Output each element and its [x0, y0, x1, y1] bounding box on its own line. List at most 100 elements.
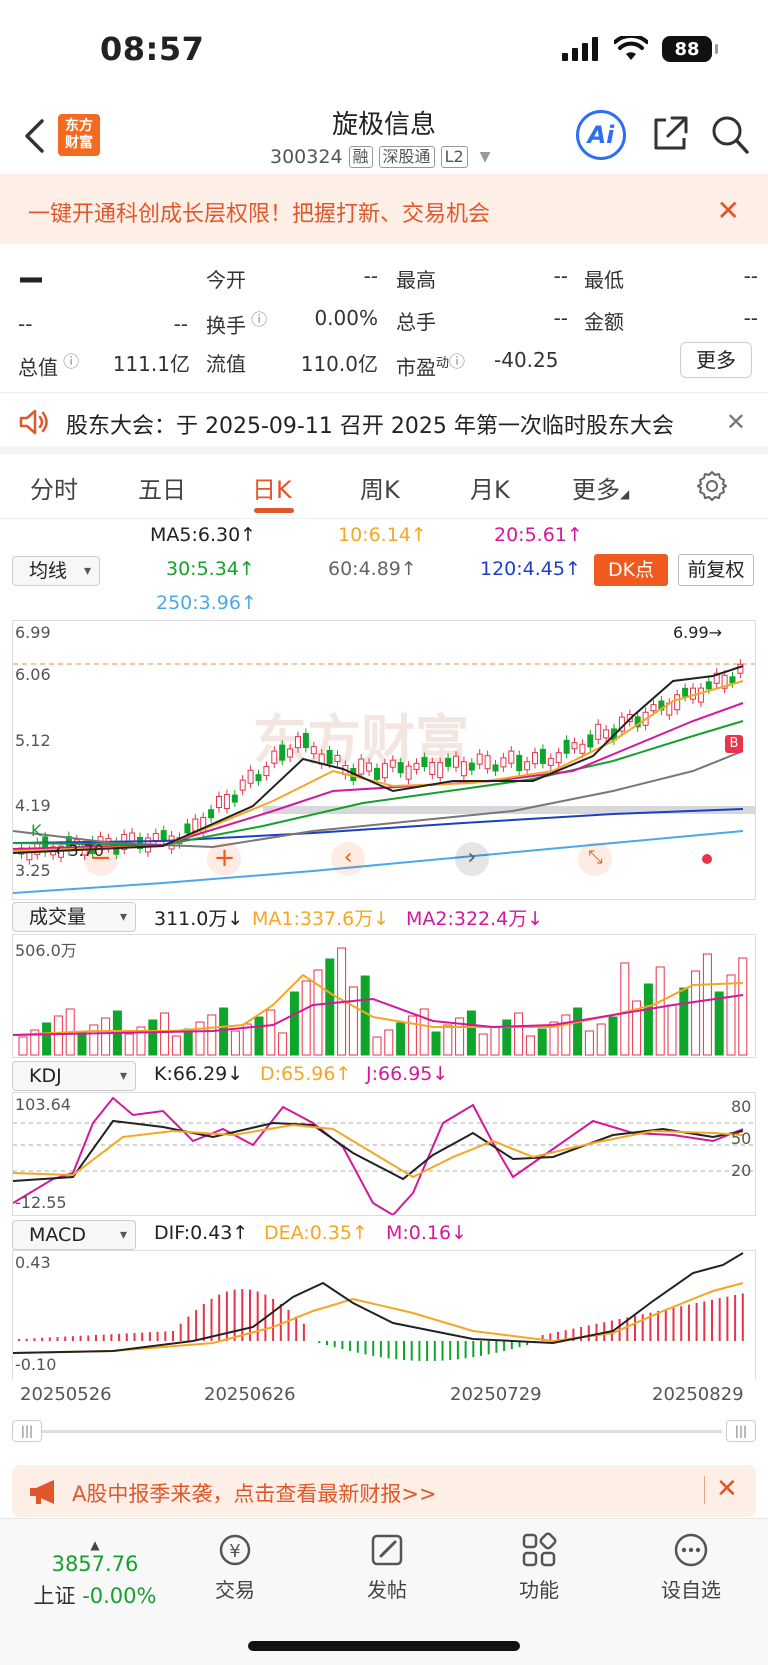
- volume-bar: [561, 1014, 571, 1056]
- macd-y-bottom: -0.10: [15, 1355, 57, 1374]
- volume-bar: [219, 1007, 229, 1056]
- nav-watchlist[interactable]: 设自选: [636, 1532, 746, 1603]
- volume-bar: [278, 1032, 288, 1056]
- candle: [484, 755, 491, 770]
- candle: [476, 753, 483, 765]
- kdj-level-80: 80: [731, 1097, 752, 1116]
- share-icon[interactable]: [650, 114, 690, 154]
- volume-ma1-line: [12, 973, 744, 1036]
- volume-selector[interactable]: 成交量: [12, 902, 136, 932]
- candle: [658, 700, 665, 711]
- macd-chart[interactable]: 0.43 -0.10: [12, 1250, 756, 1380]
- ai-button[interactable]: Ai: [576, 110, 626, 160]
- tag-level2: L2: [440, 146, 468, 168]
- volume-bar: [537, 1028, 547, 1056]
- stock-name: 旋极信息: [331, 110, 436, 140]
- promo-text[interactable]: 一键开通科创成长层权限！把握打新、交易机会: [28, 202, 491, 227]
- tab-daily-k[interactable]: 日K: [252, 476, 292, 504]
- buy-marker[interactable]: B: [725, 735, 743, 753]
- candle: [310, 746, 317, 755]
- candle: [271, 750, 278, 764]
- ma-selector[interactable]: 均线: [12, 556, 100, 586]
- tab-weekly-k[interactable]: 周K: [360, 476, 400, 504]
- kdj-k-value: K:66.29↓: [154, 1063, 244, 1085]
- dropdown-caret-icon[interactable]: ▼: [479, 149, 491, 165]
- info-icon[interactable]: ⓘ: [246, 310, 268, 329]
- range-scroller[interactable]: ||| |||: [12, 1420, 756, 1442]
- search-icon[interactable]: [710, 114, 750, 156]
- candle: [223, 794, 230, 810]
- volume-bar: [596, 1023, 606, 1056]
- kdj-y-top: 103.64: [15, 1095, 71, 1114]
- candle: [429, 762, 436, 776]
- candle: [421, 757, 428, 768]
- nav-post[interactable]: 发帖: [332, 1532, 442, 1603]
- tab-more[interactable]: 更多◢: [572, 476, 630, 504]
- index-ticker[interactable]: ▲ 3857.76 上证 -0.00%: [20, 1538, 170, 1610]
- earnings-ad-text[interactable]: A股中报季来袭，点击查看最新财报>>: [72, 1482, 437, 1506]
- tab-monthly-k[interactable]: 月K: [470, 476, 510, 504]
- scroll-right-button[interactable]: ›: [454, 842, 489, 876]
- tab-intraday[interactable]: 分时: [30, 476, 78, 504]
- range-handle-left[interactable]: |||: [12, 1420, 42, 1442]
- info-icon[interactable]: ⓘ: [58, 352, 80, 371]
- macd-selector[interactable]: MACD: [12, 1220, 136, 1250]
- candle: [524, 761, 531, 771]
- candle: [516, 755, 523, 772]
- notice-close-icon[interactable]: ✕: [725, 408, 746, 436]
- candle: [587, 734, 594, 748]
- date-label-3: 20250729: [450, 1384, 542, 1405]
- scroll-left-button[interactable]: ‹: [331, 842, 366, 876]
- back-arrow-icon[interactable]: [22, 118, 48, 154]
- volume-bar: [384, 1029, 394, 1056]
- zoom-out-button[interactable]: −: [83, 842, 118, 876]
- volume-bar: [230, 1030, 240, 1056]
- volume-bar: [289, 991, 299, 1056]
- volume-bar: [490, 1026, 500, 1056]
- kline-svg[interactable]: 东方财富: [12, 621, 755, 899]
- earnings-ad-banner[interactable]: [12, 1465, 756, 1517]
- candle: [247, 769, 254, 784]
- fullscreen-button[interactable]: ⤡: [578, 842, 613, 876]
- volume-bar: [702, 953, 712, 1056]
- candle: [389, 759, 396, 768]
- info-icon[interactable]: ⓘ: [449, 352, 466, 371]
- kline-chart[interactable]: 东方财富 6.99 6.06 5.12 4.19 3.25 6.99→ ←3.7…: [12, 620, 756, 900]
- candle: [263, 766, 270, 777]
- volume-bar: [372, 1036, 382, 1056]
- volume-value: --: [553, 306, 568, 330]
- candle: [555, 752, 562, 764]
- volume-bar: [42, 1022, 52, 1056]
- promo-close-icon[interactable]: ✕: [716, 194, 740, 227]
- candle: [397, 762, 404, 774]
- range-handle-right[interactable]: |||: [726, 1420, 756, 1442]
- kdj-chart[interactable]: 103.64 -12.55 80 50 20: [12, 1092, 756, 1217]
- promo-banner[interactable]: [0, 174, 768, 244]
- nav-functions[interactable]: 功能: [484, 1532, 594, 1603]
- volume-label: 总手: [396, 310, 436, 334]
- candle: [697, 687, 704, 703]
- zoom-in-button[interactable]: +: [207, 842, 242, 876]
- macd-dif-value: DIF:0.43↑: [154, 1222, 249, 1244]
- volume-bars: [18, 947, 748, 1056]
- nav-trade[interactable]: ¥ 交易: [180, 1532, 290, 1603]
- notice-bar[interactable]: [0, 392, 768, 454]
- notice-text[interactable]: 股东大会：于 2025-09-11 召开 2025 年第一次临时股东大会: [66, 414, 674, 439]
- dk-point-button[interactable]: DK点: [594, 554, 668, 586]
- low-label: 最低: [584, 268, 624, 292]
- volume-bar: [632, 1000, 642, 1056]
- tab-five-day[interactable]: 五日: [138, 476, 186, 504]
- more-button[interactable]: 更多: [680, 342, 752, 378]
- adjust-mode-button[interactable]: 前复权: [678, 554, 754, 586]
- kdj-selector[interactable]: KDJ: [12, 1061, 136, 1091]
- volume-bar: [643, 983, 653, 1056]
- volume-chart[interactable]: 506.0万: [12, 934, 756, 1058]
- index-name: 上证: [33, 1584, 76, 1608]
- amount-label: 金额: [584, 310, 624, 334]
- ad-close-icon[interactable]: ✕: [716, 1474, 738, 1504]
- settings-gear-icon[interactable]: [696, 470, 728, 502]
- grid-apps-icon: [522, 1532, 557, 1567]
- volume-bar: [207, 1014, 217, 1056]
- volume-bar: [419, 1008, 429, 1056]
- volume-bar: [160, 1012, 170, 1056]
